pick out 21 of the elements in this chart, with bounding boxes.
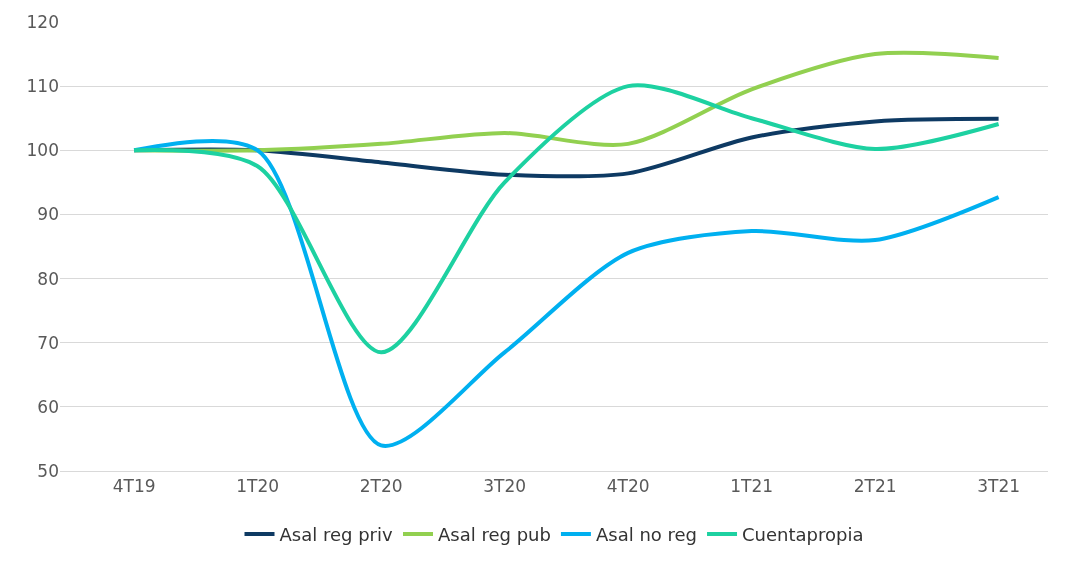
x-tick-label: 4T20 — [606, 476, 650, 497]
legend-label: Asal reg priv — [279, 524, 393, 546]
x-tick-label: 3T20 — [483, 476, 527, 497]
y-tick-label: 60 — [37, 396, 59, 417]
y-tick-label: 110 — [26, 76, 59, 97]
y-tick-label: 80 — [37, 268, 59, 289]
x-tick-label: 2T21 — [853, 476, 897, 497]
y-tick-label: 70 — [37, 332, 59, 353]
x-tick-label: 3T21 — [977, 476, 1021, 497]
x-tick-label: 1T21 — [730, 476, 774, 497]
legend-label: Asal no reg — [595, 524, 698, 546]
y-tick-label: 50 — [37, 460, 59, 481]
y-tick-label: 90 — [37, 204, 59, 225]
legend-label: Asal reg pub — [438, 524, 551, 546]
legend-label: Cuentapropia — [742, 524, 864, 546]
y-tick-label: 120 — [26, 11, 59, 32]
y-tick-label: 100 — [26, 140, 59, 161]
x-tick-label: 1T20 — [236, 476, 280, 497]
line-series — [132, 83, 1001, 355]
x-tick-label: 2T20 — [359, 476, 403, 497]
x-tick-label: 4T19 — [112, 476, 156, 497]
